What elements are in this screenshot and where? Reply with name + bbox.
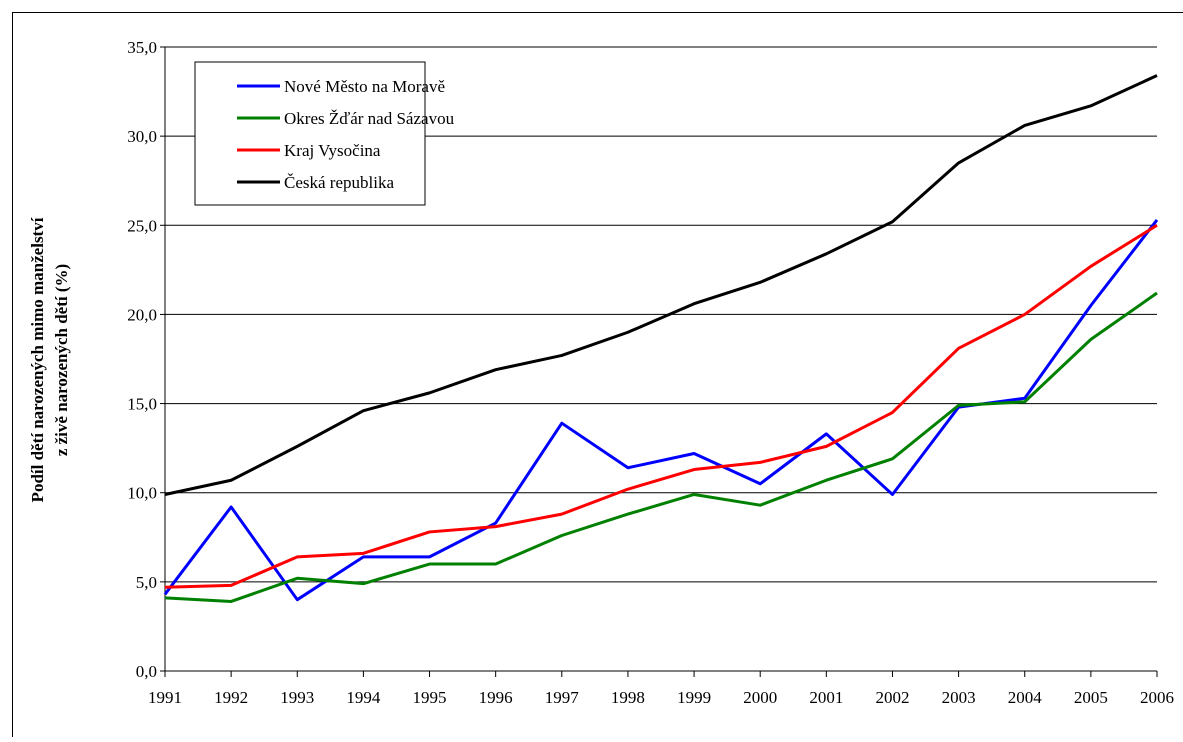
series-line xyxy=(165,225,1157,587)
x-tick-label: 2001 xyxy=(809,688,843,707)
y-axis-title: Podíl dětí narozených mimo manželství z … xyxy=(28,217,71,502)
legend-label: Česká republika xyxy=(284,173,394,192)
legend-label: Kraj Vysočina xyxy=(284,141,381,160)
x-tick-label: 1998 xyxy=(611,688,645,707)
legend-label: Nové Město na Moravě xyxy=(284,77,445,96)
y-tick-label: 15,0 xyxy=(127,395,157,414)
x-tick-label: 1995 xyxy=(413,688,447,707)
x-tick-label: 1993 xyxy=(280,688,314,707)
y-label-line: Podíl dětí narozených mimo manželství xyxy=(28,217,47,502)
x-tick-label: 1992 xyxy=(214,688,248,707)
x-tick-label: 2003 xyxy=(942,688,976,707)
chart-frame xyxy=(13,13,1183,738)
x-tick-label: 1996 xyxy=(479,688,513,707)
x-tick-label: 2000 xyxy=(743,688,777,707)
x-tick-label: 1999 xyxy=(677,688,711,707)
x-tick-label: 2005 xyxy=(1074,688,1108,707)
x-tick-label: 2004 xyxy=(1008,688,1043,707)
x-tick-label: 2006 xyxy=(1140,688,1174,707)
y-tick-label: 25,0 xyxy=(127,216,157,235)
x-tick-label: 2002 xyxy=(875,688,909,707)
y-tick-label: 30,0 xyxy=(127,127,157,146)
y-tick-label: 0,0 xyxy=(136,662,157,681)
y-tick-label: 5,0 xyxy=(136,573,157,592)
legend-label: Okres Žďár nad Sázavou xyxy=(284,109,455,128)
y-tick-label: 35,0 xyxy=(127,38,157,57)
y-tick-label: 10,0 xyxy=(127,484,157,503)
y-label-line: z živě narozených dětí (%) xyxy=(52,264,71,456)
x-tick-label: 1997 xyxy=(545,688,580,707)
series-line xyxy=(165,220,1157,600)
x-tick-label: 1994 xyxy=(346,688,381,707)
y-tick-label: 20,0 xyxy=(127,305,157,324)
x-tick-label: 1991 xyxy=(148,688,182,707)
